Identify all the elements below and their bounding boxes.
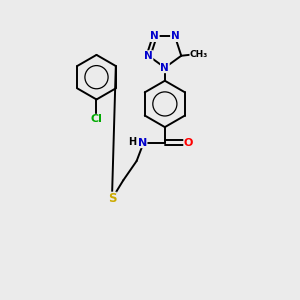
Text: O: O [184,138,193,148]
Text: N: N [150,32,159,41]
Text: N: N [171,32,179,41]
Text: S: S [108,192,116,205]
Text: CH₃: CH₃ [190,50,208,59]
Text: Cl: Cl [91,114,102,124]
Text: N: N [144,51,153,61]
Text: N: N [138,138,147,148]
Text: N: N [160,63,169,73]
Text: H: H [128,137,136,147]
